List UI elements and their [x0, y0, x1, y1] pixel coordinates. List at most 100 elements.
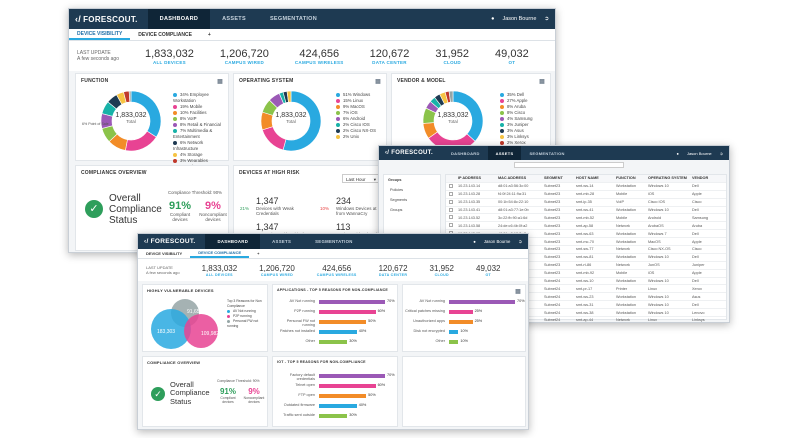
grid-icon[interactable]: ▦ — [375, 79, 381, 85]
table-row[interactable]: 10.23.143.14 d8:01:a3:56:3c:00 Subnet23 smt… — [446, 183, 726, 191]
col-os[interactable]: OPERATING SYSTEM — [648, 176, 687, 181]
stat-all-devices[interactable]: 1,833,032 ALL DEVICES — [201, 263, 238, 277]
tab-dashboard[interactable]: DASHBOARD — [450, 150, 480, 156]
bar[interactable] — [449, 330, 459, 334]
legend-item[interactable]: 35% Dell — [500, 92, 533, 98]
bar[interactable] — [319, 414, 348, 418]
col-function[interactable]: FUNCTION — [616, 176, 636, 181]
stat-campus-wired[interactable]: 1,206,720 CAMPUS WIRED — [219, 47, 269, 65]
user-icon[interactable]: ● — [473, 239, 476, 244]
col-hostname[interactable]: HOST NAME — [576, 176, 599, 181]
stat-data-center[interactable]: 120,672 DATA CENTER — [369, 47, 410, 65]
stat-cloud[interactable]: 31,952 CLOUD — [435, 47, 470, 65]
bar[interactable] — [319, 300, 385, 304]
donut-slice[interactable] — [286, 90, 292, 103]
tab-dashboard[interactable]: DASHBOARD — [205, 234, 261, 249]
tab-assets[interactable]: ASSETS — [222, 16, 246, 22]
bar[interactable] — [319, 320, 367, 324]
subtab-device-compliance[interactable]: DEVICE COMPLIANCE — [190, 249, 250, 258]
risk-item[interactable]: 10% 234 Windows Devices at Risk from Wan… — [320, 196, 387, 217]
legend-item[interactable]: 6% Android — [336, 116, 376, 122]
legend-item[interactable]: 27% Apple — [500, 98, 533, 104]
legend-item[interactable]: 19% Mobile — [173, 104, 228, 110]
assets-search-bar[interactable] — [514, 162, 624, 168]
col-ip[interactable]: IP ADDRESS — [458, 176, 481, 181]
donut-slice[interactable] — [448, 90, 454, 103]
filter-item[interactable]: Policies — [390, 188, 404, 192]
tab-segmentation[interactable]: SEGMENTATION — [529, 150, 565, 156]
user-icon[interactable]: ● — [676, 150, 679, 156]
legend-item[interactable]: 34% Employee Workstation — [173, 92, 209, 103]
stat-cloud[interactable]: 31,952 CLOUD — [429, 263, 454, 277]
subtab-device-visibility[interactable]: DEVICE VISIBILITY — [146, 251, 183, 256]
grid-icon[interactable]: ▦ — [515, 289, 521, 295]
bar[interactable] — [449, 340, 459, 344]
legend-item[interactable]: 15% Linux — [336, 98, 376, 104]
grid-icon[interactable]: ▦ — [539, 79, 545, 85]
bar[interactable] — [449, 310, 473, 314]
tab-segmentation[interactable]: SEGMENTATION — [269, 16, 318, 22]
row-checkbox[interactable] — [449, 183, 453, 188]
bar[interactable] — [449, 320, 473, 324]
subtab-device-visibility[interactable]: DEVICE VISIBILITY — [69, 29, 131, 40]
bar[interactable] — [319, 330, 357, 334]
legend-item[interactable]: 3% Linksys — [500, 134, 533, 140]
stat-campus-wireless[interactable]: 424,656 CAMPUS WIRELESS — [294, 47, 344, 65]
legend-item[interactable]: 9% MacOS — [336, 104, 376, 110]
row-checkbox[interactable] — [449, 215, 453, 220]
function-donut[interactable] — [96, 86, 166, 156]
row-checkbox[interactable] — [449, 223, 453, 228]
logout-icon[interactable]: ➲ — [719, 150, 723, 156]
legend-item[interactable]: 2% Cisco NX-OS — [336, 128, 376, 134]
grid-icon[interactable]: ▦ — [217, 79, 223, 85]
forescout-logo[interactable]: ‹/FORESCOUT. — [144, 238, 196, 245]
legend-item[interactable]: 4% Samsung — [500, 116, 533, 122]
row-checkbox[interactable] — [449, 191, 453, 196]
donut-slice[interactable] — [261, 126, 287, 151]
add-tab-icon[interactable]: + — [257, 251, 260, 256]
donut-slice[interactable] — [128, 90, 132, 103]
subtab-device-compliance[interactable]: DEVICE COMPLIANCE — [138, 31, 192, 38]
table-row[interactable]: 10.23.143.58 24:de:c6:4b:0f:a2 Subnet23 smt… — [446, 222, 726, 231]
logout-icon[interactable]: ➲ — [518, 238, 522, 244]
legend-item[interactable]: 8% Cisco — [500, 110, 533, 116]
col-mac[interactable]: MAC ADDRESS — [498, 176, 527, 181]
user-name[interactable]: Jason Bourne — [686, 150, 712, 156]
donut-slice[interactable] — [282, 90, 322, 152]
filter-item[interactable]: Groups — [390, 208, 403, 212]
legend-item[interactable]: 8% Retail & Financial — [173, 122, 228, 128]
stat-all-devices[interactable]: 1,833,032 ALL DEVICES — [144, 47, 194, 65]
bar[interactable] — [449, 300, 515, 304]
legend-item[interactable]: 2% Cisco IOS — [336, 122, 376, 128]
tab-dashboard[interactable]: DASHBOARD — [147, 9, 211, 29]
legend-item[interactable]: 2% Xerox — [500, 140, 533, 146]
stat-data-center[interactable]: 120,672 DATA CENTER — [378, 263, 408, 277]
table-row[interactable]: 10.23.143.35 00:1b:54:8c:22:10 Subnet23 smt… — [446, 199, 726, 207]
legend-item[interactable]: 7% iOS — [336, 110, 376, 116]
bar[interactable] — [319, 384, 376, 388]
tab-assets[interactable]: ASSETS — [487, 146, 522, 160]
row-checkbox[interactable] — [449, 207, 453, 212]
logout-icon[interactable]: ➲ — [544, 16, 549, 22]
col-vendor[interactable]: VENDOR — [692, 176, 709, 181]
legend-item[interactable]: 8% VoIP — [173, 116, 228, 122]
stat-campus-wired[interactable]: 1,206,720 CAMPUS WIRED — [259, 263, 295, 277]
forescout-logo[interactable]: ‹/FORESCOUT. — [385, 150, 433, 156]
filter-item[interactable]: Segments — [390, 198, 408, 202]
table-row[interactable]: 10.23.143.28 f4:0f:24:11:9a:31 Subnet23 smt… — [446, 191, 726, 199]
donut-slice[interactable] — [125, 130, 157, 152]
legend-item[interactable]: 3% Juniper — [500, 122, 533, 128]
row-checkbox[interactable] — [449, 199, 453, 204]
bar[interactable] — [319, 394, 367, 398]
tab-assets[interactable]: ASSETS — [272, 239, 292, 244]
legend-item[interactable]: 6% Network Infrastructure — [173, 140, 204, 151]
add-tab-icon[interactable]: + — [207, 31, 211, 38]
tab-segmentation[interactable]: SEGMENTATION — [315, 239, 353, 244]
user-name[interactable]: Jason Bourne — [502, 16, 537, 22]
user-name[interactable]: Jason Bourne — [483, 239, 511, 244]
bar[interactable] — [319, 310, 376, 314]
legend-item[interactable]: 3% Asus — [500, 128, 533, 134]
stat-ot[interactable]: 49,032 OT — [495, 47, 529, 65]
table-row[interactable]: 10.23.143.41 d8:01:a3:77:1e:0b Subnet23 smt… — [446, 207, 726, 215]
legend-item[interactable]: 8% Aruba — [500, 104, 533, 110]
